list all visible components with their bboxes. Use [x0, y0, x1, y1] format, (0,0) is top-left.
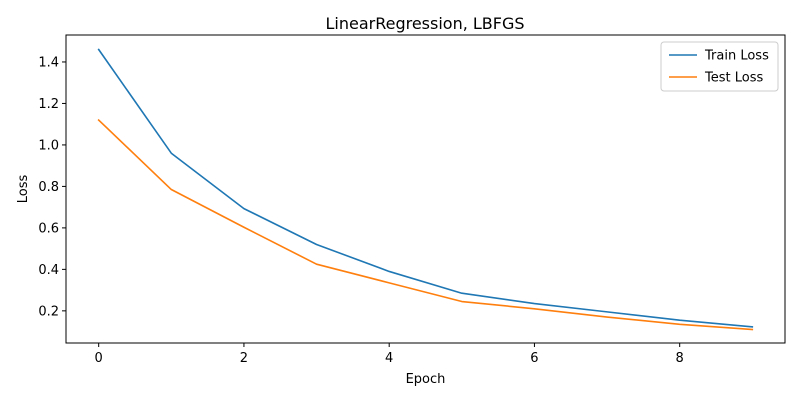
series-line-test-loss: [97, 118, 754, 331]
y-tick-label: 1.2: [38, 97, 59, 112]
x-tick-label: 2: [240, 351, 248, 366]
x-tick-label: 0: [95, 351, 103, 366]
x-tick-label: 8: [676, 351, 684, 366]
y-tick-label: 0.6: [38, 221, 59, 236]
series-lines: [97, 48, 754, 331]
series-line-train-loss: [97, 48, 754, 328]
y-tick-label: 0.2: [38, 304, 59, 319]
y-tick-label: 0.8: [38, 180, 59, 195]
x-tick-label: 6: [530, 351, 538, 366]
chart-title: LinearRegression, LBFGS: [325, 14, 524, 33]
plot-frame: [65, 34, 786, 344]
legend-label: Train Loss: [704, 49, 769, 64]
x-axis-ticks: 0 2 4 6 8: [95, 343, 684, 366]
y-tick-label: 1.0: [38, 138, 59, 153]
x-tick-label: 4: [385, 351, 393, 366]
y-axis-label: Loss: [16, 175, 31, 204]
y-axis-ticks: 0.2 0.4 0.6 0.8 1.0 1.2 1.4: [38, 55, 66, 319]
y-tick-label: 0.4: [38, 263, 59, 278]
x-axis-label: Epoch: [406, 372, 446, 387]
legend: Train Loss Test Loss: [660, 41, 779, 92]
legend-label: Test Loss: [704, 71, 763, 86]
y-tick-label: 1.4: [38, 55, 59, 70]
